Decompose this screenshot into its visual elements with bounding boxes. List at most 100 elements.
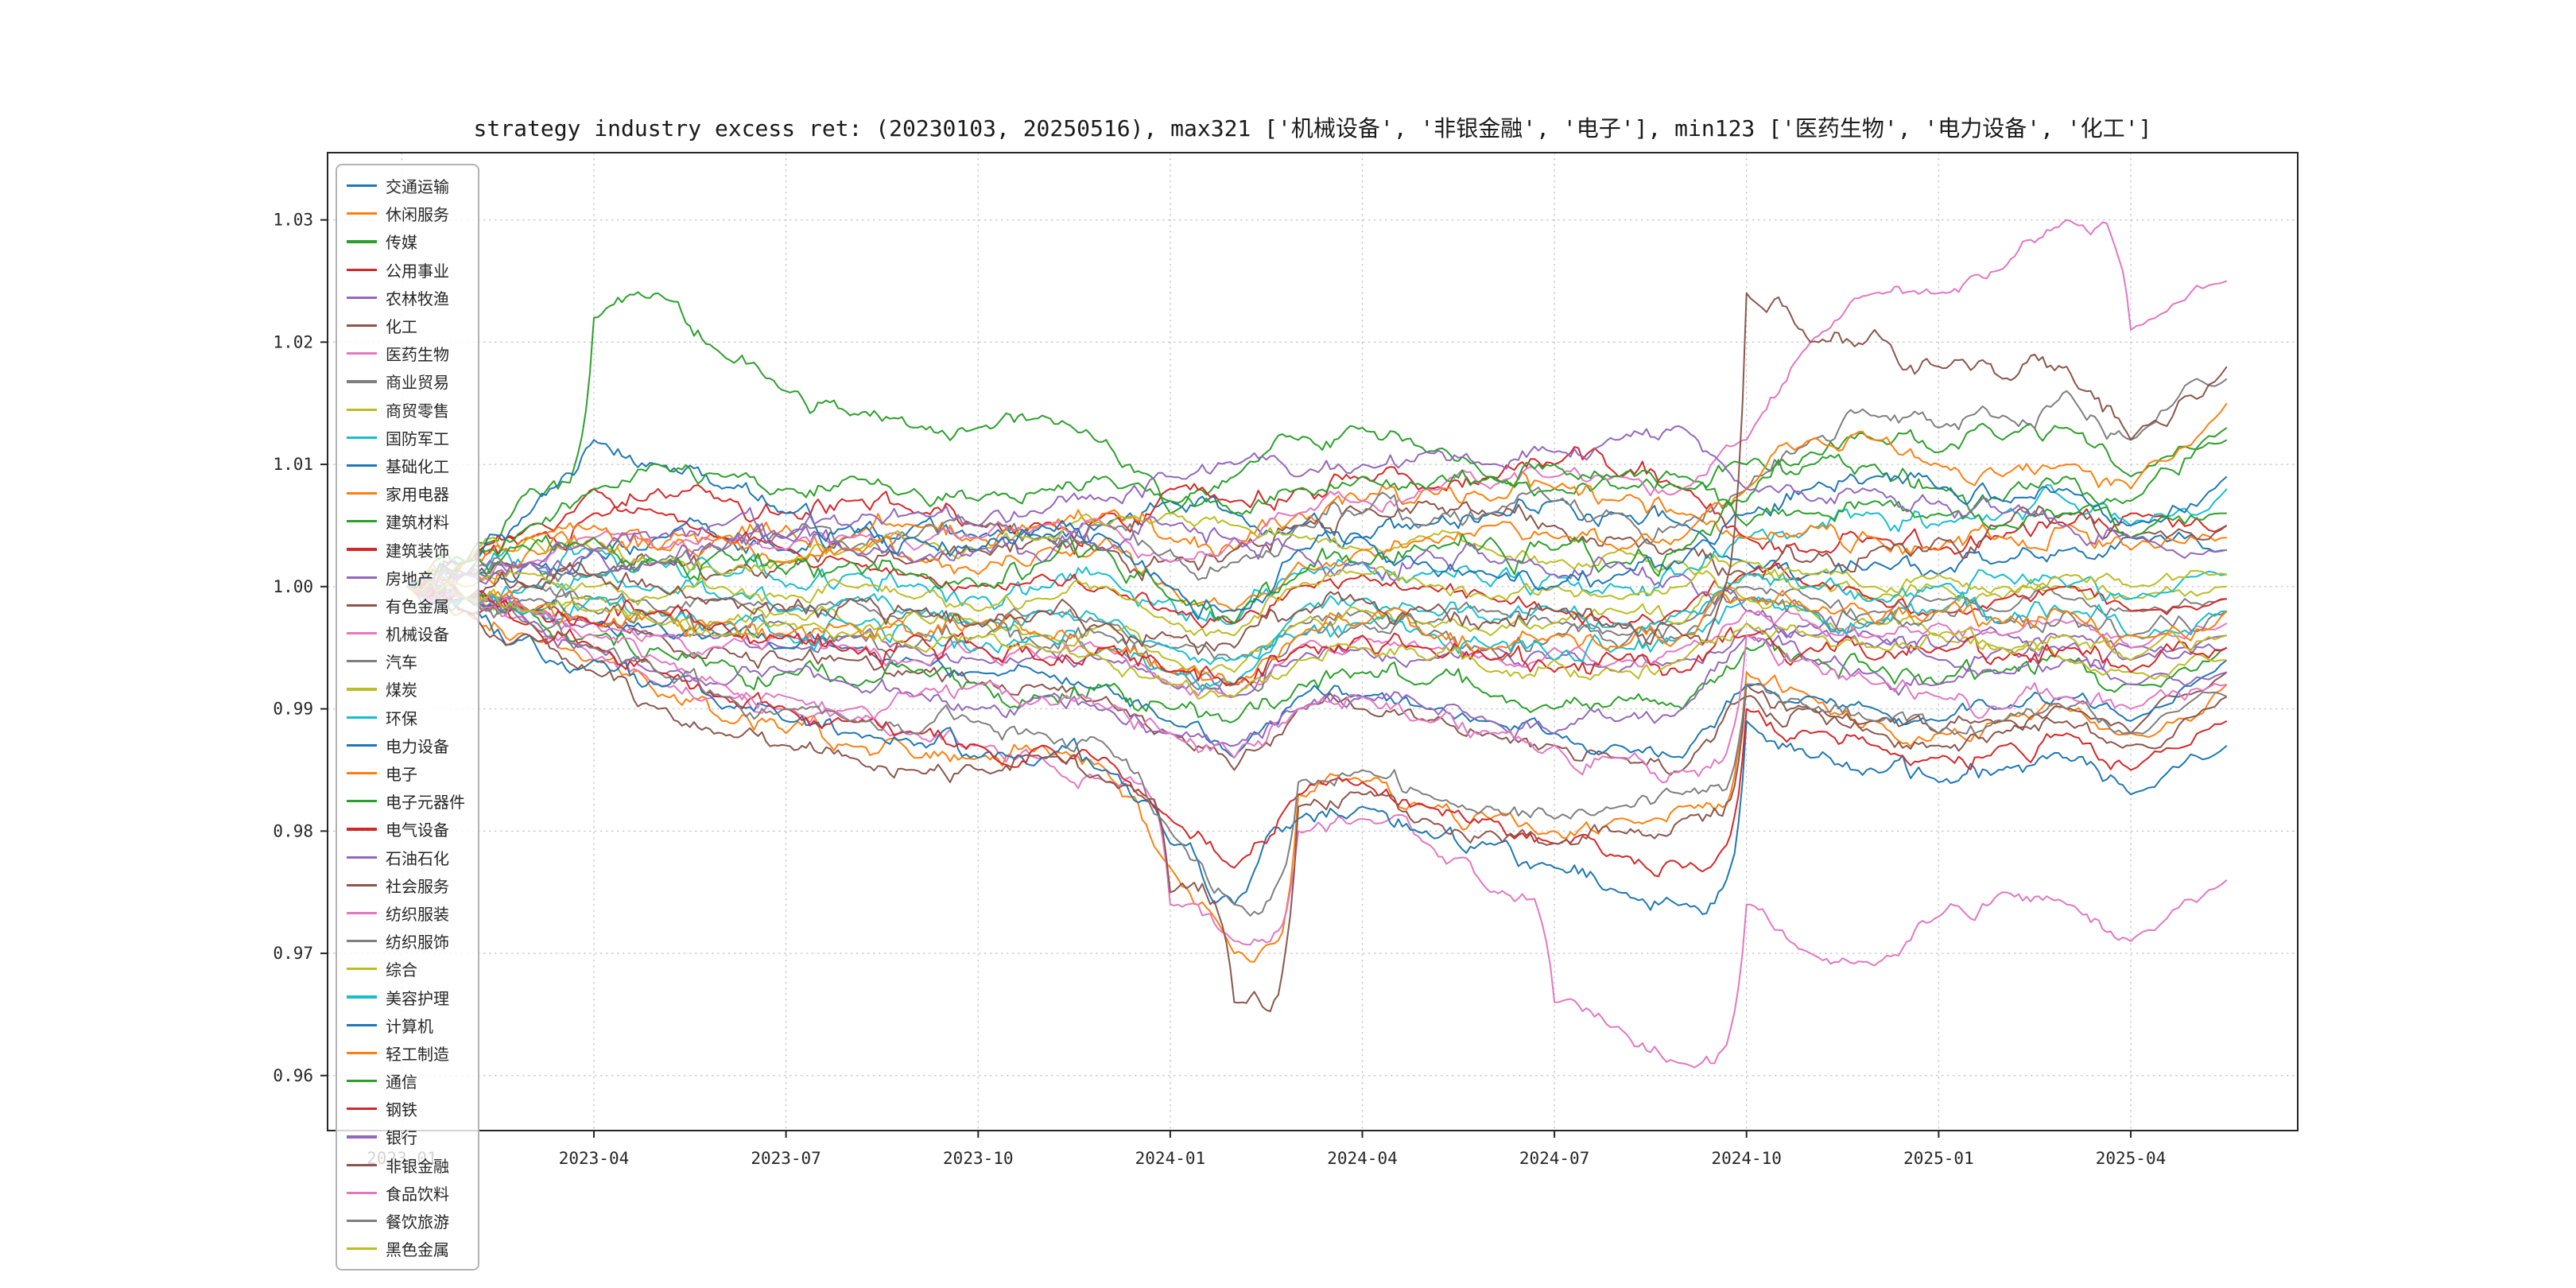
legend-item: 黑色金属 bbox=[347, 1235, 465, 1263]
legend-label: 汽车 bbox=[386, 653, 417, 673]
y-tick-label: 1.01 bbox=[273, 455, 313, 474]
legend-label: 纺织服饰 bbox=[386, 933, 449, 952]
legend-color-swatch bbox=[347, 1191, 377, 1194]
legend-color-swatch bbox=[347, 1163, 377, 1166]
legend: 交通运输 休闲服务 传媒 公用事业 农林牧渔 化工 医药生物 商业贸易 商贸零售 国防军工 基础化工… bbox=[336, 164, 479, 1271]
legend-label: 轻工制造 bbox=[386, 1044, 449, 1064]
chart-title: strategy industry excess ret: (20230103,… bbox=[473, 115, 2152, 142]
legend-color-swatch bbox=[347, 660, 377, 663]
legend-item: 休闲服务 bbox=[347, 200, 465, 227]
legend-item: 纺织服饰 bbox=[347, 927, 465, 955]
legend-label: 有色金属 bbox=[386, 596, 449, 616]
legend-item: 钢铁 bbox=[347, 1095, 465, 1123]
x-tick-label: 2025-04 bbox=[2096, 1149, 2167, 1168]
legend-color-swatch bbox=[347, 436, 377, 439]
legend-item: 国防军工 bbox=[347, 424, 465, 452]
legend-label: 社会服务 bbox=[386, 876, 449, 896]
legend-color-swatch bbox=[347, 1023, 377, 1026]
legend-label: 化工 bbox=[386, 317, 417, 337]
legend-color-swatch bbox=[347, 855, 377, 859]
legend-item: 化工 bbox=[347, 312, 465, 339]
legend-label: 电子元器件 bbox=[386, 793, 465, 813]
legend-item: 综合 bbox=[347, 955, 465, 983]
legend-label: 电力设备 bbox=[386, 736, 449, 756]
y-tick-label: 1.00 bbox=[273, 577, 313, 596]
legend-item: 社会服务 bbox=[347, 871, 465, 899]
legend-item: 有色金属 bbox=[347, 592, 465, 619]
legend-label: 餐饮旅游 bbox=[386, 1212, 449, 1232]
legend-label: 商贸零售 bbox=[386, 401, 449, 421]
legend-label: 通信 bbox=[386, 1073, 417, 1092]
legend-label: 建筑装饰 bbox=[386, 541, 449, 561]
y-tick-label: 1.02 bbox=[273, 332, 313, 351]
legend-item: 计算机 bbox=[347, 1011, 465, 1039]
legend-item: 石油石化 bbox=[347, 844, 465, 871]
legend-label: 传媒 bbox=[386, 233, 417, 253]
legend-color-swatch bbox=[347, 828, 377, 831]
legend-label: 交通运输 bbox=[386, 177, 449, 197]
legend-item: 房地产 bbox=[347, 564, 465, 592]
legend-color-swatch bbox=[347, 380, 377, 383]
legend-item: 环保 bbox=[347, 704, 465, 731]
legend-label: 建筑材料 bbox=[386, 513, 449, 533]
x-tick-label: 2024-01 bbox=[1135, 1149, 1206, 1168]
series-line-黑色金属 bbox=[406, 580, 2228, 700]
legend-label: 国防军工 bbox=[386, 429, 449, 448]
legend-color-swatch bbox=[347, 240, 377, 243]
series-line-钢铁 bbox=[406, 579, 2228, 687]
legend-item: 传媒 bbox=[347, 227, 465, 255]
legend-color-swatch bbox=[347, 1135, 377, 1139]
legend-color-swatch bbox=[347, 883, 377, 886]
legend-color-swatch bbox=[347, 911, 377, 915]
legend-color-swatch bbox=[347, 268, 377, 271]
series-line-综合 bbox=[406, 554, 2227, 638]
series-line-银行 bbox=[406, 425, 2228, 593]
series-line-基础化工 bbox=[406, 585, 2228, 759]
legend-color-swatch bbox=[347, 1219, 377, 1223]
legend-label: 农林牧渔 bbox=[386, 289, 449, 308]
legend-item: 餐饮旅游 bbox=[347, 1207, 465, 1235]
legend-color-swatch bbox=[347, 940, 377, 943]
legend-item: 医药生物 bbox=[347, 339, 465, 367]
legend-color-swatch bbox=[347, 464, 377, 467]
legend-color-swatch bbox=[347, 1080, 377, 1083]
legend-item: 汽车 bbox=[347, 647, 465, 675]
legend-color-swatch bbox=[347, 408, 377, 411]
legend-item: 非银金融 bbox=[347, 1151, 465, 1179]
series-line-汽车 bbox=[406, 378, 2228, 595]
legend-label: 综合 bbox=[386, 960, 417, 980]
series-line-有色金属 bbox=[406, 500, 2228, 590]
legend-item: 农林牧渔 bbox=[347, 284, 465, 312]
legend-label: 公用事业 bbox=[386, 261, 449, 281]
x-tick-label: 2024-07 bbox=[1519, 1149, 1590, 1168]
legend-label: 石油石化 bbox=[386, 848, 449, 868]
legend-item: 煤炭 bbox=[347, 675, 465, 703]
legend-color-swatch bbox=[347, 995, 377, 999]
series-line-家用电器 bbox=[406, 471, 2227, 596]
x-tick-label: 2024-10 bbox=[1711, 1149, 1782, 1168]
x-tick-label: 2025-01 bbox=[1903, 1149, 1974, 1168]
series-line-医药生物 bbox=[406, 585, 2228, 1069]
legend-color-swatch bbox=[347, 520, 377, 523]
legend-item: 交通运输 bbox=[347, 172, 465, 200]
y-tick-label: 0.97 bbox=[273, 944, 313, 963]
x-tick-label: 2023-10 bbox=[943, 1149, 1014, 1168]
x-tick-label: 2024-04 bbox=[1327, 1149, 1398, 1168]
series-line-餐饮旅游 bbox=[406, 583, 2228, 917]
legend-color-swatch bbox=[347, 688, 377, 691]
legend-item: 公用事业 bbox=[347, 256, 465, 284]
legend-item: 轻工制造 bbox=[347, 1039, 465, 1067]
legend-label: 电气设备 bbox=[386, 821, 449, 840]
series-line-轻工制造 bbox=[406, 576, 2228, 685]
legend-item: 电力设备 bbox=[347, 731, 465, 759]
legend-label: 黑色金属 bbox=[386, 1240, 449, 1260]
series-line-非银金融 bbox=[406, 292, 2228, 656]
legend-item: 电子元器件 bbox=[347, 787, 465, 815]
legend-color-swatch bbox=[347, 1108, 377, 1111]
legend-label: 基础化工 bbox=[386, 456, 449, 476]
y-tick-label: 0.96 bbox=[273, 1066, 313, 1085]
legend-color-swatch bbox=[347, 1051, 377, 1054]
legend-item: 通信 bbox=[347, 1067, 465, 1095]
legend-label: 医药生物 bbox=[386, 345, 449, 365]
